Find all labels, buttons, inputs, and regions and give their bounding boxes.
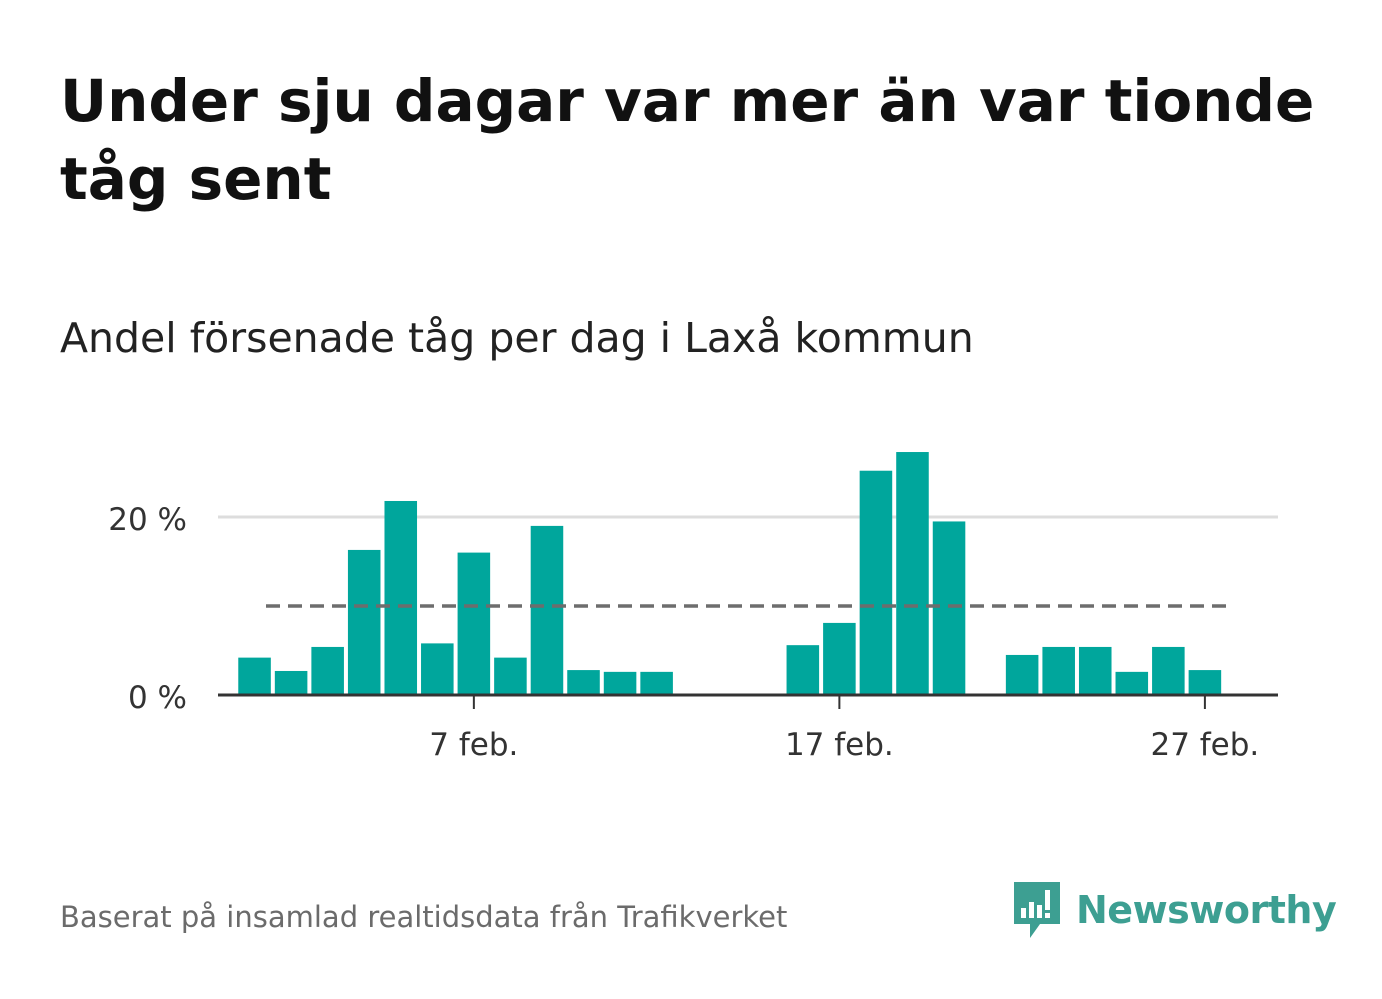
bar: [1188, 670, 1222, 695]
bar: [603, 671, 637, 695]
bar: [1115, 671, 1149, 695]
x-tick-label: 7 feb.: [429, 727, 518, 763]
brand-name: Newsworthy: [1076, 888, 1337, 932]
bar: [1152, 646, 1185, 695]
chart-subtitle: Andel försenade tåg per dag i Laxå kommu…: [60, 314, 974, 362]
brand-logo: Newsworthy: [1012, 878, 1337, 942]
bar: [932, 521, 966, 695]
bar: [311, 646, 344, 695]
newsworthy-logo-icon: [1014, 882, 1060, 938]
bar: [786, 645, 820, 695]
bar: [823, 622, 856, 695]
chart-title: Under sju dagar var mer än var tionde tå…: [60, 67, 1315, 213]
y-tick-label: 0 %: [128, 680, 187, 716]
bar: [1005, 654, 1039, 695]
bar: [274, 670, 308, 695]
bar: [640, 671, 673, 695]
bar: [421, 643, 454, 695]
bar: [1078, 646, 1112, 695]
bar: [494, 657, 527, 695]
x-tick-label: 27 feb.: [1150, 727, 1259, 763]
bar: [238, 657, 271, 695]
bar: [896, 452, 929, 695]
bar: [384, 500, 418, 695]
bar-chart: 0 % 20 % 7 feb. 17 feb. 27 feb.: [108, 452, 1278, 763]
x-tick-label: 17 feb.: [785, 727, 894, 763]
bar: [347, 549, 381, 695]
bar: [530, 525, 564, 695]
bar: [567, 670, 600, 695]
bar: [1042, 646, 1075, 695]
bar: [457, 552, 491, 695]
y-tick-label: 20 %: [108, 502, 187, 538]
source-note: Baserat på insamlad realtidsdata från Tr…: [60, 900, 788, 934]
bar: [859, 470, 893, 695]
